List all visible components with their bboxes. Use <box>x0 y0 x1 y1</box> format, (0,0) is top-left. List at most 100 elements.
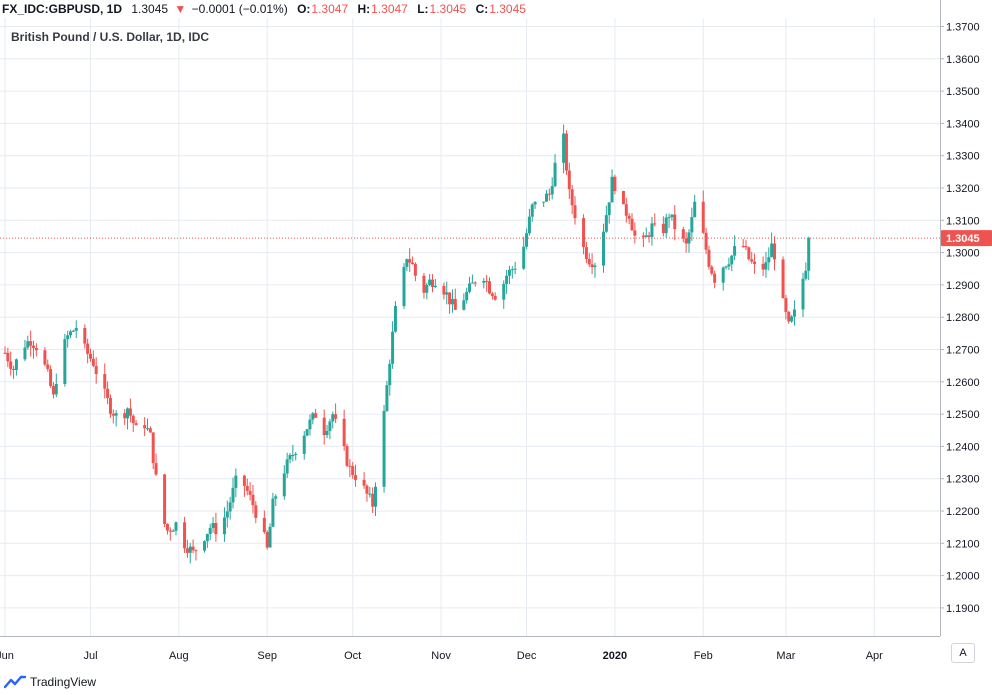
candle-down[interactable] <box>103 374 107 389</box>
candle-up[interactable] <box>66 335 70 340</box>
candle-down[interactable] <box>587 258 591 265</box>
candle-down[interactable] <box>442 285 446 295</box>
candle-down[interactable] <box>621 190 625 205</box>
candle-down[interactable] <box>185 548 189 553</box>
candle-down[interactable] <box>744 246 748 248</box>
candle-up[interactable] <box>670 214 674 218</box>
candle-down[interactable] <box>753 261 757 264</box>
candle-up[interactable] <box>482 280 486 283</box>
candle-down[interactable] <box>143 425 147 429</box>
candle-down[interactable] <box>9 361 13 369</box>
candle-down[interactable] <box>701 201 705 233</box>
candle-down[interactable] <box>627 215 631 219</box>
candle-up[interactable] <box>225 511 229 518</box>
candle-up[interactable] <box>328 421 332 431</box>
candle-down[interactable] <box>747 247 751 260</box>
candle-down[interactable] <box>773 243 776 260</box>
candle-up[interactable] <box>222 517 226 535</box>
candle-down[interactable] <box>784 298 788 312</box>
candle-up[interactable] <box>433 285 437 288</box>
candle-up[interactable] <box>428 279 432 286</box>
candle-up[interactable] <box>730 255 734 265</box>
candle-up[interactable] <box>291 455 295 457</box>
candle-up[interactable] <box>311 413 315 420</box>
candle-up[interactable] <box>69 331 73 336</box>
candle-up[interactable] <box>231 487 235 503</box>
candle-down[interactable] <box>128 408 132 416</box>
candle-down[interactable] <box>322 417 326 436</box>
candle-down[interactable] <box>613 176 617 191</box>
candle-down[interactable] <box>485 280 489 282</box>
candle-up[interactable] <box>126 408 130 419</box>
candle-up[interactable] <box>693 201 697 218</box>
candle-down[interactable] <box>354 475 358 480</box>
candle-down[interactable] <box>32 345 35 348</box>
candle-down[interactable] <box>123 413 127 419</box>
candle-down[interactable] <box>214 522 218 535</box>
candle-down[interactable] <box>131 415 135 424</box>
candle-down[interactable] <box>262 517 266 533</box>
candle-up[interactable] <box>374 486 377 507</box>
candle-up[interactable] <box>146 428 149 430</box>
candle-down[interactable] <box>453 298 457 310</box>
candle-up[interactable] <box>282 473 286 497</box>
candle-down[interactable] <box>168 530 172 532</box>
candle-down[interactable] <box>684 238 688 244</box>
candle-down[interactable] <box>633 230 637 236</box>
candle-up[interactable] <box>174 522 178 531</box>
candle-up[interactable] <box>368 493 372 495</box>
candle-down[interactable] <box>245 485 249 491</box>
candle-up[interactable] <box>228 502 232 512</box>
symbol-label[interactable]: FX_IDC:GBPUSD, 1D <box>2 2 123 16</box>
candle-down[interactable] <box>413 264 417 276</box>
candle-down[interactable] <box>761 263 765 270</box>
candle-up[interactable] <box>405 259 409 267</box>
candle-down[interactable] <box>3 352 7 354</box>
candle-up[interactable] <box>721 267 725 283</box>
candle-up[interactable] <box>425 285 429 293</box>
candle-up[interactable] <box>325 430 329 436</box>
candle-down[interactable] <box>787 311 791 322</box>
candle-up[interactable] <box>268 526 272 548</box>
candle-down[interactable] <box>12 368 16 371</box>
candle-down[interactable] <box>254 505 258 518</box>
candle-down[interactable] <box>49 369 53 387</box>
candle-up[interactable] <box>507 269 511 276</box>
candle-up[interactable] <box>26 341 30 348</box>
candle-down[interactable] <box>431 279 434 288</box>
candle-up[interactable] <box>331 414 335 422</box>
candle-down[interactable] <box>34 347 38 351</box>
candle-up[interactable] <box>274 496 278 499</box>
candle-down[interactable] <box>641 235 645 238</box>
candle-down[interactable] <box>345 446 349 466</box>
candle-down[interactable] <box>371 493 375 507</box>
candle-up[interactable] <box>502 283 506 300</box>
candle-down[interactable] <box>781 259 785 299</box>
candle-down[interactable] <box>351 466 355 476</box>
candle-up[interactable] <box>527 216 531 234</box>
tradingview-brand[interactable]: TradingView <box>30 675 97 689</box>
candle-up[interactable] <box>385 385 389 411</box>
candle-up[interactable] <box>388 363 392 386</box>
candle-down[interactable] <box>493 295 497 300</box>
candle-up[interactable] <box>801 278 805 310</box>
candle-down[interactable] <box>710 266 714 274</box>
auto-scale-button[interactable]: A <box>951 643 975 663</box>
candle-up[interactable] <box>54 384 58 395</box>
candle-down[interactable] <box>422 275 426 293</box>
candle-down[interactable] <box>251 494 255 506</box>
candle-down[interactable] <box>151 432 155 464</box>
candle-down[interactable] <box>567 170 571 190</box>
candle-down[interactable] <box>707 249 711 267</box>
candle-up[interactable] <box>470 282 474 284</box>
candle-down[interactable] <box>94 365 98 375</box>
candle-up[interactable] <box>792 309 796 317</box>
candle-up[interactable] <box>234 475 238 488</box>
candle-up[interactable] <box>308 419 312 430</box>
candle-up[interactable] <box>770 243 774 258</box>
candle-down[interactable] <box>408 259 412 263</box>
candle-down[interactable] <box>488 281 491 294</box>
candle-down[interactable] <box>106 388 110 398</box>
candle-up[interactable] <box>288 455 292 460</box>
candle-down[interactable] <box>673 214 677 230</box>
